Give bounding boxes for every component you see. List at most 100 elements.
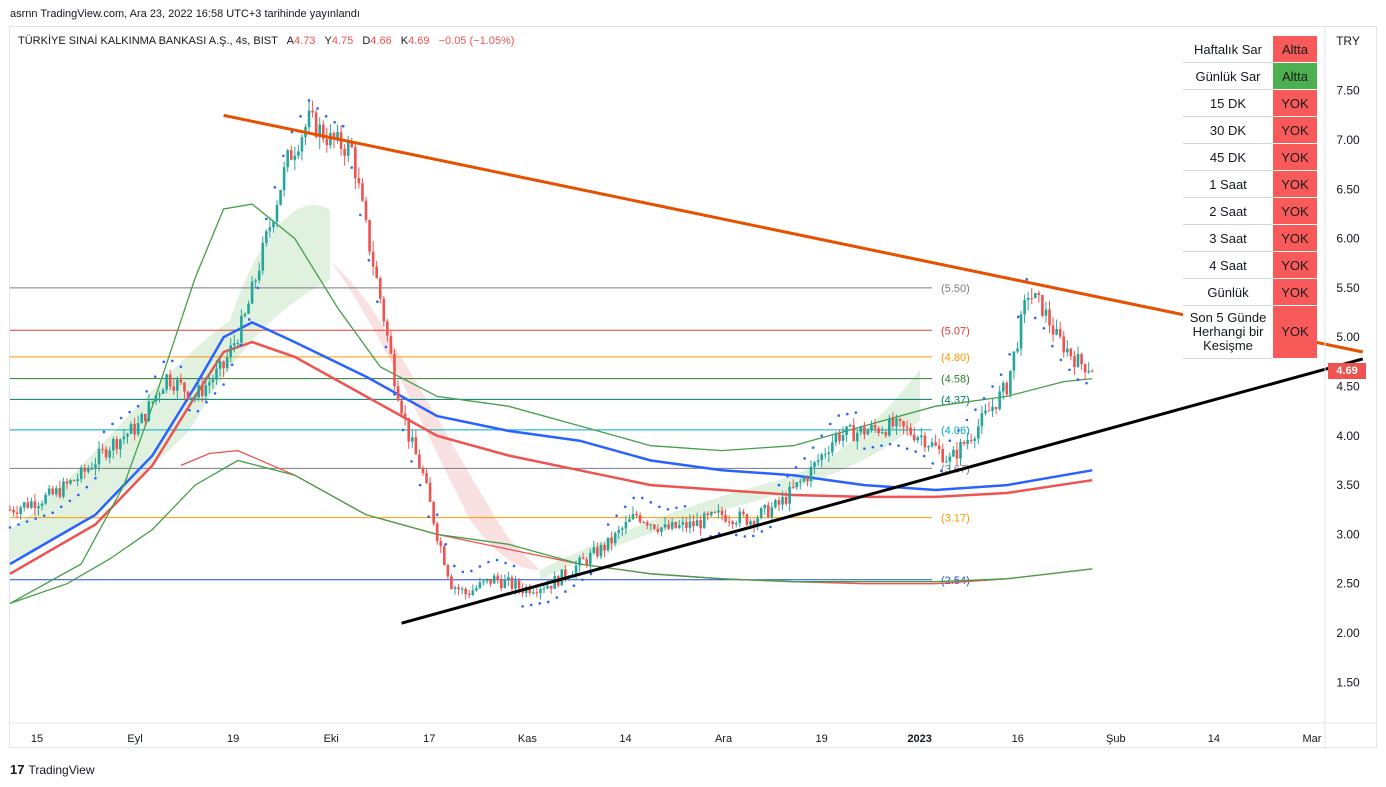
parabolic-sar-layer	[8, 99, 1088, 608]
candle-body	[827, 452, 831, 455]
y-tick-label: 4.50	[1336, 380, 1360, 394]
psar-dot	[94, 476, 97, 480]
candle-body	[54, 488, 58, 495]
candle-body	[318, 124, 322, 138]
candle-body	[1009, 370, 1012, 395]
candle-body	[1033, 293, 1037, 299]
candle-body	[791, 486, 795, 488]
signal-value: Altta	[1273, 62, 1317, 90]
candle-body	[588, 552, 592, 565]
candle-body	[261, 242, 265, 271]
psar-dot	[752, 534, 755, 538]
moving-average-line	[9, 340, 1093, 575]
candle-body	[136, 423, 140, 435]
candle-body	[998, 391, 1001, 410]
candle-body	[65, 481, 69, 484]
candle-body	[952, 449, 955, 457]
candle-body	[232, 343, 236, 346]
candle-body	[909, 427, 912, 435]
candle-body	[1012, 351, 1016, 371]
candle-body	[496, 575, 500, 581]
candle-body	[681, 522, 685, 525]
candle-body	[973, 438, 977, 441]
candle-body	[799, 481, 802, 483]
candle-body	[499, 580, 503, 588]
candle-body	[475, 588, 478, 591]
psar-dot	[495, 558, 499, 562]
psar-dot	[222, 383, 225, 386]
candle-body	[809, 466, 813, 482]
psar-dot	[658, 505, 661, 509]
psar-dot	[136, 404, 140, 408]
x-tick-label: 15	[31, 733, 43, 745]
tradingview-logo-text: TradingView	[28, 762, 95, 777]
candle-body	[332, 132, 336, 140]
candle-body	[859, 427, 863, 433]
psar-dot	[803, 457, 806, 460]
trendlines-layer	[223, 113, 1364, 625]
psar-dot	[555, 596, 559, 599]
candle-body	[396, 386, 400, 401]
psar-dot	[299, 115, 302, 118]
x-tick-label: Eyl	[127, 733, 142, 745]
psar-dot	[410, 460, 413, 463]
psar-dot	[504, 561, 507, 565]
tradingview-logo[interactable]: 17 TradingView	[10, 762, 95, 777]
candle-body	[364, 200, 368, 221]
candle-body	[489, 578, 492, 584]
signal-label: 2 Saat	[1183, 197, 1273, 225]
candle-body	[1044, 309, 1048, 316]
psar-dot	[444, 542, 448, 546]
change-value: −0.05 (−1.05%)	[438, 35, 515, 47]
trendline	[223, 113, 1364, 354]
candle-body	[293, 155, 297, 160]
candle-body	[613, 532, 617, 544]
psar-dot	[111, 422, 114, 426]
candle-body	[984, 410, 987, 414]
candle-body	[222, 361, 225, 368]
psar-dot	[239, 343, 242, 347]
signal-row: 4 Saat YOK	[1183, 251, 1317, 279]
psar-dot	[991, 385, 994, 388]
psar-dot	[162, 360, 166, 364]
candle-body	[183, 382, 186, 392]
signal-label: 4 Saat	[1183, 251, 1273, 279]
candle-body	[980, 413, 984, 427]
candle-body	[94, 464, 97, 469]
candle-body	[460, 588, 464, 590]
candle-body	[759, 508, 763, 519]
psar-dot	[179, 365, 183, 369]
candle-body	[742, 511, 745, 515]
psar-dot	[1051, 344, 1054, 348]
candle-body	[888, 418, 891, 436]
candle-body	[617, 530, 621, 533]
candle-body	[880, 432, 884, 434]
open-label: A	[286, 35, 295, 47]
chart-frame	[9, 26, 1377, 748]
candle-body	[727, 521, 731, 523]
candle-body	[350, 142, 354, 148]
candle-body	[122, 436, 126, 440]
candle-body	[147, 401, 151, 422]
candle-body	[959, 441, 962, 459]
psar-dot	[487, 560, 490, 564]
candle-body	[1066, 348, 1069, 353]
psar-dot	[512, 564, 516, 568]
x-tick-label: Kas	[518, 733, 537, 745]
candle-body	[478, 582, 482, 589]
candle-body	[8, 509, 12, 511]
psar-dot	[615, 514, 618, 517]
psar-dot	[17, 523, 20, 526]
candle-body	[1016, 348, 1019, 352]
signal-value: YOK	[1273, 197, 1317, 225]
candle-body	[371, 251, 375, 267]
candle-body	[208, 382, 211, 386]
psar-dot	[213, 392, 217, 395]
psar-dot	[914, 450, 917, 453]
x-tick-label: 14	[1208, 733, 1220, 745]
psar-dot	[683, 504, 687, 508]
candle-body	[26, 502, 30, 508]
psar-dot	[128, 410, 131, 414]
candle-body	[218, 361, 222, 369]
